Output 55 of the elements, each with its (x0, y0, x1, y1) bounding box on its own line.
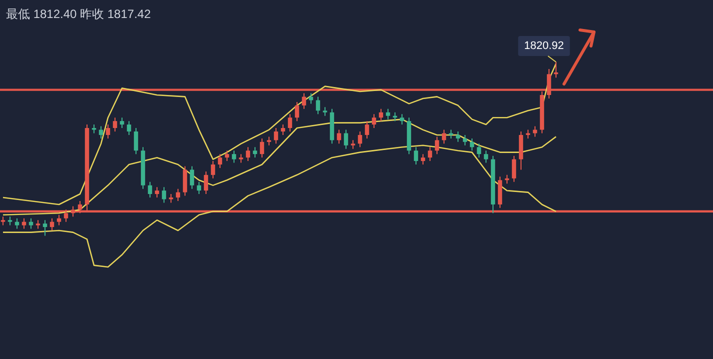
candlestick (308, 92, 314, 104)
candlestick (476, 143, 482, 158)
candlestick (420, 154, 426, 165)
candlestick (484, 150, 488, 164)
candlestick (344, 129, 348, 150)
candlestick (22, 218, 26, 230)
candlestick (28, 218, 34, 230)
candlestick (210, 160, 216, 179)
candlestick (120, 117, 124, 129)
candlestick (316, 96, 320, 115)
candlestick (106, 124, 110, 139)
candlestick (274, 128, 278, 144)
candlestick (456, 130, 460, 142)
candlestick (358, 130, 362, 148)
candlestick (288, 114, 292, 132)
candlestick (280, 124, 286, 136)
candlestick (98, 126, 104, 139)
candlestick (190, 166, 194, 190)
candlestick (196, 181, 202, 195)
candlestick (14, 218, 20, 230)
candlestick (162, 186, 166, 204)
candlestick (400, 114, 404, 126)
candlestick (462, 134, 468, 146)
candlestick (232, 150, 236, 164)
candlestick (42, 220, 48, 236)
candlestick (50, 218, 54, 232)
candlestick (442, 129, 446, 144)
candlestick (294, 101, 300, 122)
candlestick (134, 128, 138, 155)
candlestick (204, 170, 208, 195)
candlestick (154, 186, 160, 198)
candlestick (386, 108, 390, 120)
text: 最低 1812.40 昨收 1817.42 (6, 7, 152, 21)
candlestick (246, 146, 250, 162)
candlestick (428, 146, 432, 162)
candlestick (182, 166, 188, 196)
candlestick (414, 146, 418, 165)
candlestick (372, 114, 376, 129)
candlestick (218, 154, 222, 168)
candlestick (434, 136, 440, 155)
candlestick (56, 214, 62, 226)
candlestick (336, 129, 342, 144)
candlestick (148, 181, 152, 198)
candlestick (260, 138, 264, 158)
candlestick (252, 146, 258, 158)
candlestick (470, 138, 474, 152)
candlestick (302, 92, 306, 110)
candlestick (224, 150, 230, 162)
candlestick (112, 117, 118, 132)
candlestick (126, 120, 132, 136)
candlestick (364, 120, 370, 139)
candlestick (512, 155, 516, 182)
candlestick (378, 108, 384, 122)
candlestick (176, 188, 180, 202)
text: 1820.92 (524, 40, 564, 52)
